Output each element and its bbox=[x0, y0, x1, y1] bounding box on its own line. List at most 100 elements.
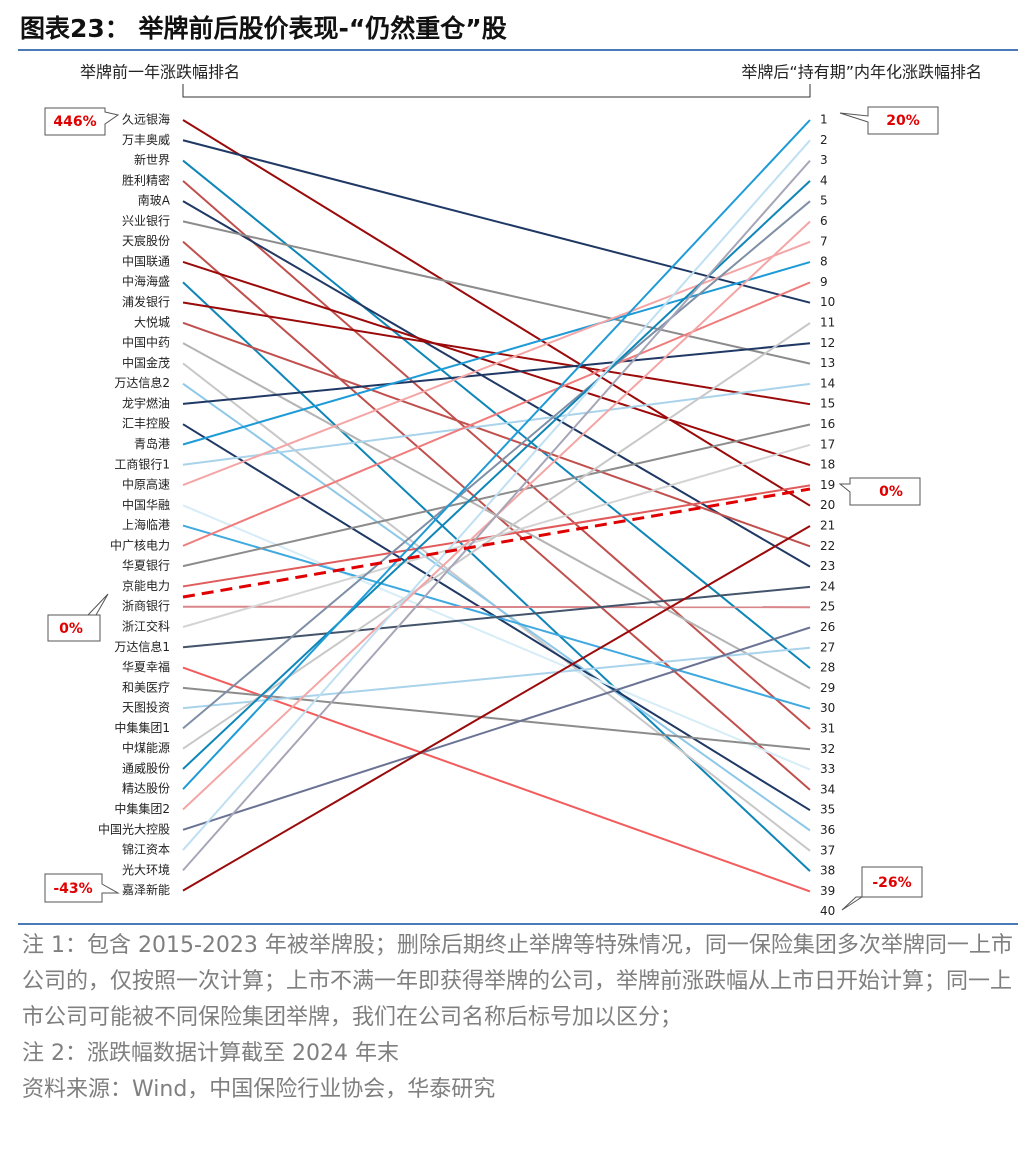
left-label: 中国中药 bbox=[122, 335, 170, 350]
rank-label: 23 bbox=[820, 559, 835, 573]
bracket bbox=[182, 84, 811, 98]
link bbox=[182, 321, 811, 548]
left-label: 中集集团2 bbox=[114, 801, 170, 816]
zero-trend bbox=[182, 487, 811, 599]
left-label: 胜利精密 bbox=[122, 172, 170, 187]
rank-label: 32 bbox=[820, 742, 835, 756]
left-label: 华夏幸福 bbox=[122, 659, 170, 674]
rank-label: 39 bbox=[820, 884, 835, 898]
link bbox=[182, 220, 811, 365]
link bbox=[182, 261, 811, 446]
rank-label: 27 bbox=[820, 640, 835, 654]
rank-label: 9 bbox=[820, 275, 828, 289]
callout: -26% bbox=[872, 875, 911, 891]
rank-label: 7 bbox=[820, 234, 828, 248]
link bbox=[182, 626, 811, 831]
left-label: 上海临港 bbox=[122, 517, 170, 532]
left-label: 嘉泽新能 bbox=[122, 882, 170, 897]
left-label: 通威股份 bbox=[122, 761, 170, 775]
rank-label: 12 bbox=[820, 336, 835, 350]
source: 资料来源：Wind，中国保险行业协会，华泰研究 bbox=[22, 1077, 496, 1102]
left-label: 久远银海 bbox=[122, 112, 170, 127]
chart: 图表23： 举牌前后股价表现-“仍然重仓”股 举牌前一年涨跌幅排名 举牌后“持有… bbox=[18, 14, 1018, 925]
left-header: 举牌前一年涨跌幅排名 bbox=[80, 63, 240, 82]
left-label: 万达信息2 bbox=[114, 375, 170, 390]
rank-label: 21 bbox=[820, 519, 835, 533]
links bbox=[182, 119, 811, 893]
link bbox=[182, 322, 811, 750]
rank-label: 35 bbox=[820, 803, 835, 817]
title: 图表23： 举牌前后股价表现-“仍然重仓”股 bbox=[20, 14, 507, 43]
link bbox=[182, 159, 811, 872]
link bbox=[182, 666, 811, 893]
link bbox=[182, 139, 811, 851]
rank-label: 40 bbox=[820, 904, 835, 918]
rank-label: 28 bbox=[820, 661, 835, 675]
link bbox=[182, 382, 811, 466]
callouts bbox=[44, 106, 939, 911]
left-label: 天宸股份 bbox=[122, 233, 170, 248]
left-label: 新世界 bbox=[134, 152, 170, 167]
callout-box bbox=[47, 593, 109, 642]
callout-box bbox=[44, 107, 120, 136]
link bbox=[182, 686, 811, 751]
link bbox=[182, 119, 811, 507]
left-label: 浙江交科 bbox=[122, 619, 170, 634]
left-label: 天图投资 bbox=[122, 700, 170, 715]
rank-label: 37 bbox=[820, 843, 835, 857]
callout: -43% bbox=[53, 881, 92, 897]
rank-label: 4 bbox=[820, 173, 828, 187]
rank-label: 1 bbox=[820, 113, 828, 127]
callout-box bbox=[44, 873, 120, 903]
rank-label: 10 bbox=[820, 295, 835, 309]
callout: 446% bbox=[53, 114, 96, 130]
link bbox=[182, 504, 811, 771]
left-label: 中国华融 bbox=[122, 497, 170, 512]
rank-label: 38 bbox=[820, 864, 835, 878]
left-label: 中国联通 bbox=[122, 253, 170, 268]
link bbox=[182, 200, 811, 730]
left-label: 中集集团1 bbox=[114, 720, 170, 735]
left-label: 和美医疗 bbox=[122, 680, 170, 694]
rank-label: 18 bbox=[820, 458, 835, 472]
rank-label: 13 bbox=[820, 356, 835, 370]
link bbox=[182, 585, 811, 649]
notes: 注 1：包含 2015-2023 年被举牌股；删除后期终止举牌等特殊情况，同一保… bbox=[22, 928, 1022, 1108]
rank-label: 36 bbox=[820, 823, 835, 837]
link bbox=[182, 200, 811, 568]
callout-box bbox=[838, 477, 921, 506]
rank-label: 15 bbox=[820, 397, 835, 411]
rank-label: 30 bbox=[820, 701, 835, 715]
left-label: 光大环境 bbox=[122, 862, 170, 877]
link bbox=[182, 281, 811, 872]
link bbox=[182, 281, 811, 547]
rank-label: 19 bbox=[820, 478, 835, 492]
rank-label: 17 bbox=[820, 437, 835, 451]
rank-label: 22 bbox=[820, 539, 835, 553]
rank-label: 8 bbox=[820, 255, 828, 269]
left-label: 中海海盛 bbox=[122, 274, 170, 289]
link bbox=[182, 139, 811, 304]
left-label: 中国金茂 bbox=[122, 355, 170, 370]
note: 注 2：涨跌幅数据计算截至 2024 年末 bbox=[22, 1041, 399, 1066]
link bbox=[182, 525, 811, 892]
left-label: 万丰奥威 bbox=[122, 133, 170, 147]
rank-label: 2 bbox=[820, 133, 828, 147]
rank-label: 11 bbox=[820, 316, 835, 330]
left-label: 汇丰控股 bbox=[122, 417, 170, 431]
rank-label: 26 bbox=[820, 620, 835, 634]
rank-label: 34 bbox=[820, 782, 835, 796]
rank-label: 29 bbox=[820, 681, 835, 695]
link bbox=[182, 646, 811, 710]
rank-label: 33 bbox=[820, 762, 835, 776]
left-label: 南玻A bbox=[138, 193, 171, 208]
left-label: 华夏银行 bbox=[122, 559, 170, 573]
note: 注 1：包含 2015-2023 年被举牌股；删除后期终止举牌等特殊情况，同一保… bbox=[22, 933, 1013, 1030]
callout-box bbox=[841, 866, 923, 911]
callout: 20% bbox=[886, 113, 920, 129]
left-label: 万达信息1 bbox=[114, 639, 170, 654]
rank-label: 31 bbox=[820, 722, 835, 736]
callout: 0% bbox=[59, 621, 83, 637]
left-label: 锦江资本 bbox=[122, 843, 170, 857]
